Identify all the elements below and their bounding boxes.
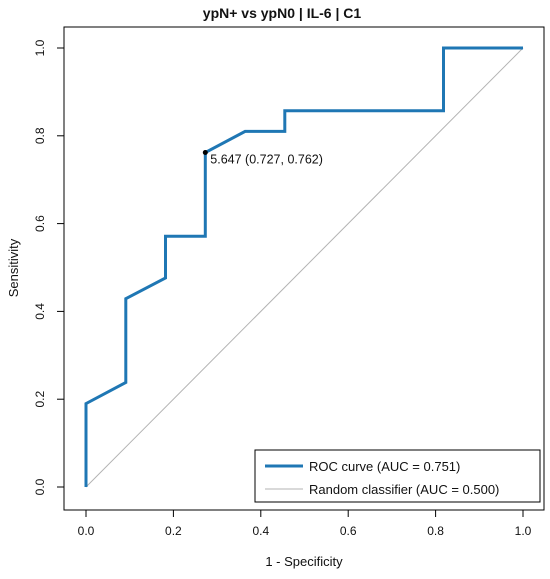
y-tick-label: 0.0 [33, 478, 47, 495]
x-tick-label: 0.0 [78, 524, 95, 538]
legend: ROC curve (AUC = 0.751) Random classifie… [254, 449, 541, 503]
series-layer [84, 46, 524, 488]
legend-label-random: Random classifier (AUC = 0.500) [309, 482, 499, 497]
legend-box [254, 449, 541, 503]
x-tick-label: 0.4 [252, 524, 269, 538]
x-tick-label: 0.6 [340, 524, 357, 538]
chart-title: ypN+ vs ypN0 | IL-6 | C1 [203, 5, 362, 21]
plot-frame [63, 26, 545, 511]
y-tick-label: 0.8 [33, 127, 47, 144]
random-classifier-line [85, 47, 524, 488]
x-tick-label: 0.8 [427, 524, 444, 538]
x-axis: 0.0 0.2 0.4 0.6 0.8 1.0 [78, 510, 532, 538]
y-tick-label: 0.4 [33, 303, 47, 320]
x-tick-label: 0.2 [165, 524, 182, 538]
y-tick-label: 1.0 [33, 39, 47, 56]
y-tick-label: 0.2 [33, 391, 47, 408]
optimal-cutoff-point [202, 149, 208, 155]
x-tick-label: 1.0 [515, 524, 532, 538]
x-axis-label: 1 - Specificity [265, 554, 343, 569]
roc-curve-line [84, 46, 523, 487]
y-tick-label: 0.6 [33, 215, 47, 232]
legend-label-roc: ROC curve (AUC = 0.751) [309, 459, 460, 474]
optimal-cutoff-label: 5.647 (0.727, 0.762) [210, 152, 323, 166]
y-axis-label: Sensitivity [6, 238, 21, 297]
y-axis: 0.0 0.2 0.4 0.6 0.8 1.0 [33, 39, 64, 495]
annotation-layer: 5.647 (0.727, 0.762) [202, 149, 323, 166]
